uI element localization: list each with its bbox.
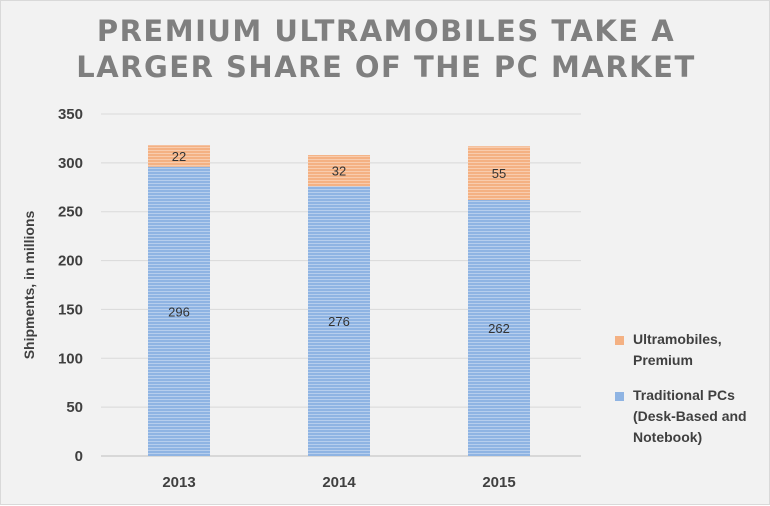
bar-ultramobiles-2014 <box>308 155 370 187</box>
legend-label-traditional-line-2: (Desk-Based and <box>633 408 747 424</box>
y-tick-label-250: 250 <box>58 204 83 221</box>
data-label-traditional-2013: 296 <box>168 304 190 319</box>
data-label-ultramobiles-2015: 55 <box>492 166 506 181</box>
bar-traditional-2014 <box>308 186 370 456</box>
legend-label-traditional-line-3: Notebook) <box>633 429 703 445</box>
y-tick-label-300: 300 <box>58 155 83 172</box>
legend-label-traditional-line-1: Traditional PCs <box>633 387 735 403</box>
x-tick-label-2014: 2014 <box>322 474 356 491</box>
legend-label-ultramobiles-line-2: Premium <box>633 352 693 368</box>
chart-title-line-2: LARGER SHARE OF THE PC MARKET <box>76 50 696 84</box>
legend-swatch-traditional <box>615 392 624 401</box>
chart-legend: Ultramobiles, Premium Traditional PCs (D… <box>615 329 765 462</box>
legend-label-ultramobiles-line-1: Ultramobiles, <box>633 331 722 347</box>
data-label-traditional-2015: 262 <box>488 321 510 336</box>
legend-swatch-ultramobiles <box>615 336 624 345</box>
x-tick-label-2013: 2013 <box>162 474 195 491</box>
bar-ultramobiles-2015 <box>468 146 530 200</box>
x-tick-label-2015: 2015 <box>482 474 515 491</box>
bar-traditional-2015 <box>468 199 530 456</box>
y-tick-label-150: 150 <box>58 301 83 318</box>
y-axis-title: Shipments, in millions <box>21 211 37 360</box>
legend-item-ultramobiles: Ultramobiles, Premium <box>615 329 765 371</box>
y-tick-label-200: 200 <box>58 253 83 270</box>
data-label-ultramobiles-2013: 22 <box>172 149 186 164</box>
legend-item-traditional: Traditional PCs (Desk-Based and Notebook… <box>615 385 765 448</box>
y-tick-label-100: 100 <box>58 350 83 367</box>
bar-ultramobiles-2013 <box>148 145 210 167</box>
data-label-traditional-2014: 276 <box>328 314 350 329</box>
chart-title-line-1: PREMIUM ULTRAMOBILES TAKE A <box>96 14 676 48</box>
y-tick-label-350: 350 <box>58 106 83 123</box>
y-tick-label-50: 50 <box>66 399 83 416</box>
data-label-ultramobiles-2014: 32 <box>332 164 346 179</box>
bar-traditional-2013 <box>148 166 210 456</box>
chart-title: PREMIUM ULTRAMOBILES TAKE A LARGER SHARE… <box>1 13 770 85</box>
y-tick-label-0: 0 <box>75 448 83 465</box>
